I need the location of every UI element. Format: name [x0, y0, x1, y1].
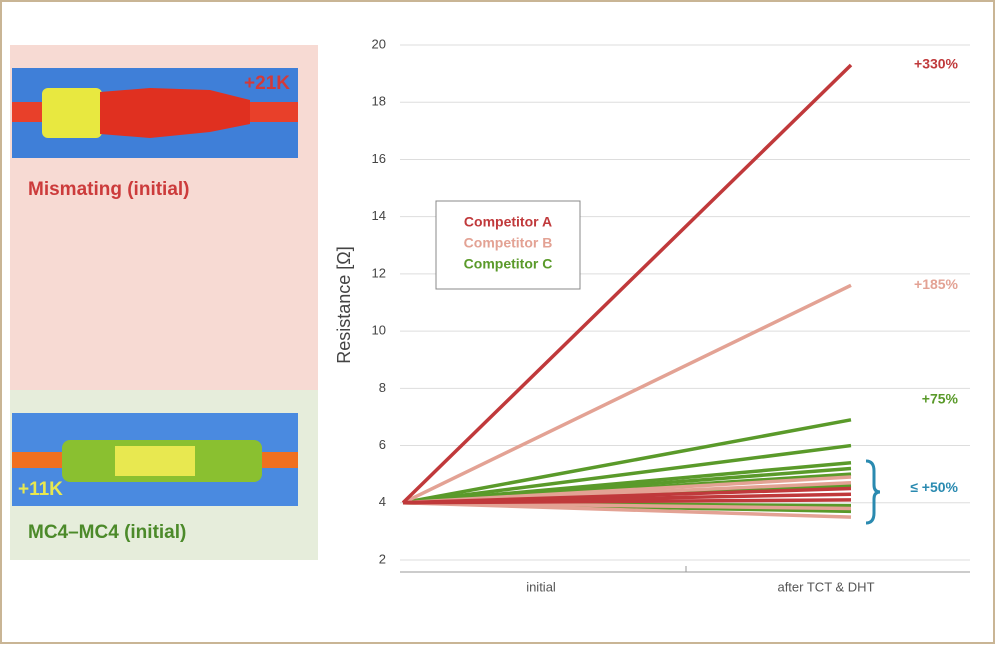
- x-tick-label: initial: [526, 579, 556, 594]
- panel-label: MC4–MC4 (initial): [28, 522, 186, 543]
- data-line: [402, 283, 852, 505]
- y-tick-label: 6: [379, 437, 386, 452]
- x-tick-label: after TCT & DHT: [777, 579, 874, 594]
- y-tick-label: 10: [372, 323, 386, 338]
- data-line: [401, 63, 853, 505]
- data-line: [402, 460, 852, 505]
- y-tick-label: 18: [372, 94, 386, 109]
- data-line: [402, 486, 852, 505]
- panel-delta: +11K: [18, 479, 63, 500]
- legend-entry: Competitor C: [464, 256, 553, 272]
- legend-entry: Competitor A: [464, 214, 552, 230]
- thermal-image: [12, 68, 298, 158]
- y-tick-label: 8: [379, 380, 386, 395]
- brace: [865, 459, 881, 525]
- legend-entry: Competitor B: [464, 235, 553, 251]
- data-line: [402, 443, 852, 505]
- panel-label: Mismating (initial): [28, 179, 190, 200]
- annotation: +330%: [914, 56, 959, 72]
- annotation: +185%: [914, 276, 959, 292]
- annotation: ≤ +50%: [910, 479, 958, 495]
- annotation: +75%: [922, 390, 959, 406]
- thermal-image: [12, 413, 298, 506]
- y-tick-label: 16: [372, 151, 386, 166]
- panel-delta: +21K: [244, 73, 290, 94]
- y-tick-label: 2: [379, 551, 386, 566]
- data-line: [402, 418, 852, 505]
- y-tick-label: 4: [379, 494, 386, 509]
- legend: [435, 200, 581, 290]
- data-line: [402, 475, 852, 505]
- y-axis-label: Resistance [Ω]: [334, 246, 354, 364]
- y-tick-label: 12: [372, 265, 386, 280]
- y-tick-label: 14: [372, 208, 386, 223]
- y-tick-label: 20: [372, 36, 386, 51]
